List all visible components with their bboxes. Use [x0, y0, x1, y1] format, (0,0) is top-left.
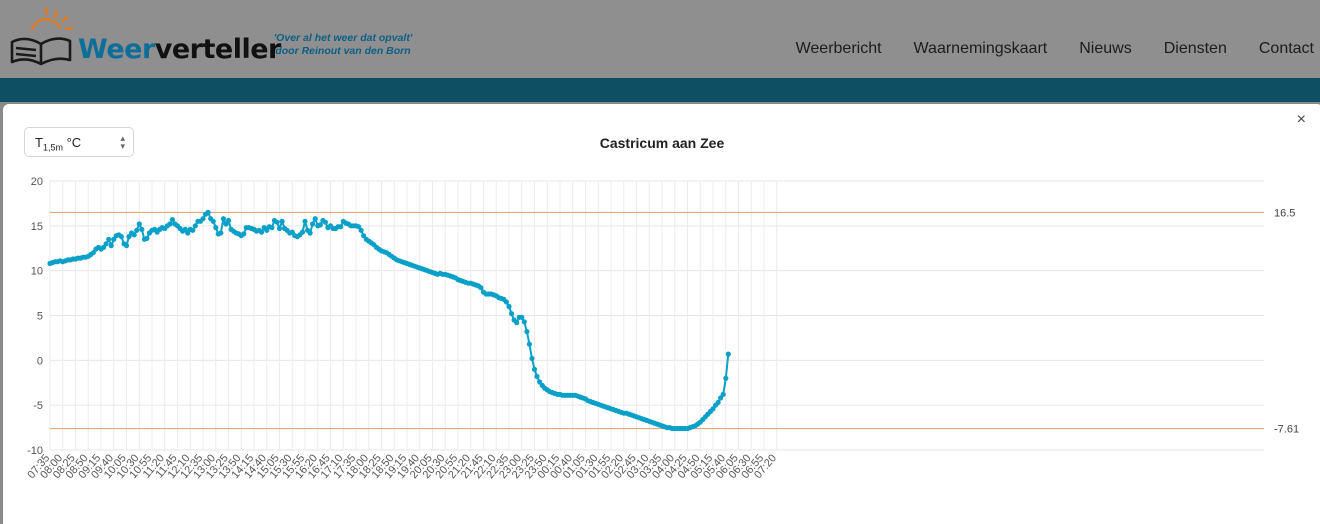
data-point	[514, 320, 520, 326]
data-point	[218, 230, 224, 236]
data-point	[710, 406, 716, 412]
y-tick-label: 5	[37, 311, 43, 323]
select-unit: °C	[66, 135, 82, 150]
data-point	[213, 225, 219, 231]
site-logo[interactable]: Weerverteller	[10, 4, 281, 70]
y-tick-label: -10	[27, 445, 43, 457]
chart-title: Castricum aan Zee	[599, 135, 725, 151]
chevron-updown-icon: ▴ ▾	[120, 133, 125, 151]
data-point	[200, 216, 206, 222]
data-point	[725, 351, 731, 357]
data-point	[521, 319, 527, 325]
data-point	[131, 232, 137, 238]
data-point	[225, 217, 232, 224]
data-point	[503, 299, 509, 305]
data-point	[205, 209, 211, 215]
nav-waarnemingskaart[interactable]: Waarnemingskaart	[913, 40, 1048, 57]
data-point	[317, 222, 323, 228]
data-point	[299, 229, 306, 235]
data-point	[720, 391, 726, 397]
data-point	[241, 231, 247, 237]
tagline-line-2: door Reinout van den Born	[275, 45, 411, 57]
data-point	[279, 218, 285, 224]
data-point	[718, 395, 724, 401]
data-point	[167, 221, 173, 227]
data-point	[524, 329, 530, 335]
brand-name: Weerverteller	[78, 34, 281, 65]
reference-label: 16.5	[1274, 207, 1295, 219]
data-point	[723, 375, 729, 381]
data-point	[276, 225, 283, 232]
data-point	[338, 224, 344, 230]
data-point	[139, 226, 145, 232]
y-tick-label: 10	[31, 266, 43, 278]
data-point	[715, 399, 721, 406]
data-point	[108, 243, 114, 249]
data-point	[361, 233, 367, 239]
data-point	[126, 234, 132, 240]
data-point	[519, 314, 525, 320]
nav-nieuws[interactable]: Nieuws	[1079, 40, 1132, 57]
select-main: T	[35, 135, 43, 150]
nav-contact[interactable]: Contact	[1258, 40, 1314, 57]
main-nav: Weerbericht Waarnemingskaart Nieuws Dien…	[796, 40, 1314, 58]
y-tick-label: 0	[37, 355, 43, 367]
tagline: 'Over al het weer dat opvalt' door Reino…	[268, 32, 418, 58]
data-point	[358, 227, 364, 233]
data-point	[106, 236, 112, 242]
y-tick-label: -5	[33, 400, 43, 412]
data-point	[322, 219, 328, 225]
variable-select[interactable]: T1,5m °C ▴ ▾	[24, 127, 134, 157]
data-point	[302, 218, 308, 224]
temperature-chart: 20151050-5-1007:3508:0008:2508:5009:1509…	[25, 176, 1299, 481]
data-point	[509, 311, 515, 317]
select-sub: 1,5m	[42, 142, 63, 153]
data-point	[169, 217, 175, 223]
data-point	[506, 303, 512, 310]
data-point	[312, 216, 318, 222]
data-point	[192, 223, 198, 229]
data-point	[526, 341, 533, 347]
data-point	[136, 221, 142, 227]
data-point	[269, 225, 275, 231]
data-point	[123, 243, 130, 249]
data-point	[529, 355, 535, 362]
data-point	[144, 235, 150, 241]
data-point	[307, 230, 313, 236]
brand-part-2: verteller	[154, 34, 282, 65]
nav-weerbericht[interactable]: Weerbericht	[795, 40, 882, 57]
y-tick-label: 15	[31, 221, 43, 233]
data-point	[478, 285, 484, 291]
chart-modal: × T1,5m °C ▴ ▾ Castricum aan Zee 20 15 10 5 0…	[3, 104, 1320, 524]
data-point	[531, 366, 538, 372]
grid	[49, 180, 1264, 451]
y-tick-label: 20	[31, 176, 43, 188]
brand-part-1: Weer	[78, 34, 155, 65]
data-point	[274, 219, 280, 225]
data-point	[534, 373, 540, 380]
data-point	[90, 250, 96, 256]
reference-label: -7.61	[1274, 424, 1299, 436]
site-header: Weerverteller 'Over al het weer dat opva…	[0, 0, 1320, 78]
data-point	[310, 221, 316, 227]
nav-diensten[interactable]: Diensten	[1163, 40, 1227, 57]
close-icon[interactable]: ×	[1296, 111, 1306, 128]
data-point	[210, 218, 216, 224]
data-point	[259, 229, 265, 235]
data-point	[118, 234, 124, 240]
series-points	[47, 209, 731, 432]
data-point	[185, 230, 191, 236]
data-point	[134, 227, 140, 233]
sun-book-icon	[10, 6, 74, 66]
data-point	[190, 227, 196, 233]
data-point	[220, 216, 226, 222]
tagline-line-1: 'Over al het weer dat opvalt'	[273, 32, 413, 44]
header-band	[0, 78, 1320, 102]
data-point	[103, 241, 109, 247]
